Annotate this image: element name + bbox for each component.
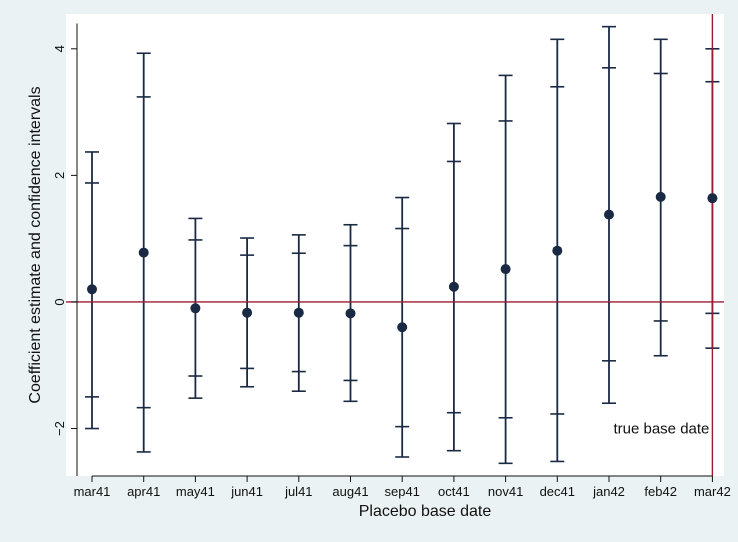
x-tick-label: oct41 <box>438 484 470 499</box>
estimate-point <box>345 308 356 319</box>
estimate-point <box>604 209 614 220</box>
x-tick-label: aug41 <box>332 484 368 499</box>
estimate-point <box>707 193 718 204</box>
y-tick-label: 0 <box>52 298 67 305</box>
y-tick-label: 2 <box>52 172 67 179</box>
x-tick-label: nov41 <box>488 484 523 499</box>
x-tick-label: sep41 <box>384 484 419 499</box>
estimate-point <box>397 322 408 333</box>
true-base-date-label: true base date <box>613 421 709 438</box>
estimate-point <box>500 264 511 275</box>
x-tick-label: may41 <box>176 484 215 499</box>
x-ticks: mar41 apr41 may41 jun41 jul41 aug41 sep41 oct41… <box>74 476 731 499</box>
x-tick-label: jun41 <box>230 484 263 499</box>
y-tick-label: −2 <box>52 421 67 436</box>
estimate-point <box>293 307 304 318</box>
estimate-point <box>87 284 97 295</box>
x-axis-title: Placebo base date <box>359 503 492 520</box>
plot-area <box>66 14 724 476</box>
estimate-point <box>448 281 459 292</box>
reference-lines <box>66 14 724 476</box>
x-tick-label: feb42 <box>644 484 677 499</box>
y-tick-label: 4 <box>52 45 67 52</box>
estimate-point <box>655 191 666 202</box>
x-tick-label: mar42 <box>694 484 731 499</box>
estimate-point <box>242 307 253 318</box>
x-tick-label: jul41 <box>284 484 312 499</box>
y-ticks: −2 0 2 4 <box>52 45 77 436</box>
x-tick-label: dec41 <box>540 484 575 499</box>
estimate-point <box>552 245 563 256</box>
estimate-point <box>190 303 201 314</box>
x-tick-label: jan42 <box>592 484 625 499</box>
y-axis-title: Coefficient estimate and confidence inte… <box>27 86 44 403</box>
x-tick-label: mar41 <box>74 484 111 499</box>
x-tick-label: apr41 <box>127 484 160 499</box>
estimate-points <box>87 191 718 333</box>
estimate-point <box>138 247 149 258</box>
